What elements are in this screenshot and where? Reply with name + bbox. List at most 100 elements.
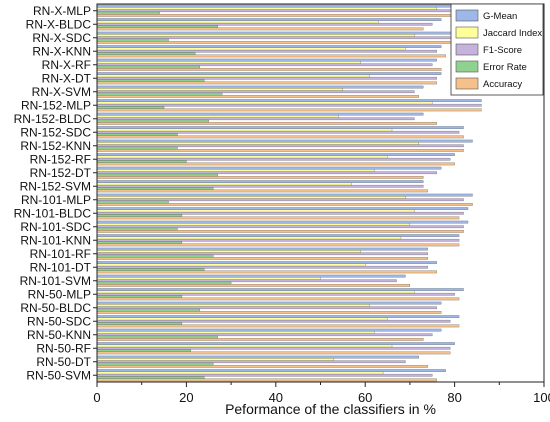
bar-f1-score-rn-x-knn <box>96 49 437 53</box>
bar-error-rate-rn-101-mlp <box>96 200 169 204</box>
x-tick-label: 60 <box>358 390 372 405</box>
bar-jaccard-index-rn-x-mlp <box>96 7 437 10</box>
bar-error-rate-rn-50-mlp <box>96 295 183 298</box>
bar-g-mean-rn-x-svm <box>96 85 424 89</box>
bar-g-mean-rn-152-mlp <box>96 99 482 102</box>
bar-g-mean-rn-152-bldc <box>96 112 424 116</box>
y-tick-label: RN-152-BLDC <box>14 112 92 126</box>
x-tick-label: 80 <box>447 390 461 405</box>
bar-jaccard-index-rn-50-svm <box>96 371 384 375</box>
bar-accuracy-rn-50-rf <box>96 351 451 355</box>
bar-f1-score-rn-x-dt <box>96 76 437 80</box>
bar-g-mean-rn-50-svm <box>96 369 446 372</box>
bar-accuracy-rn-101-mlp <box>96 203 473 206</box>
legend-label-jaccard-index: Jaccard Index <box>483 28 542 39</box>
y-tick-label: RN-X-DT <box>42 71 92 85</box>
legend-label-g-mean: G-Mean <box>483 11 517 22</box>
bar-error-rate-rn-152-svm <box>96 187 214 190</box>
bar-accuracy-rn-50-svm <box>96 378 437 382</box>
bar-error-rate-rn-50-rf <box>96 349 192 352</box>
y-tick-label: RN-X-SVM <box>32 85 91 99</box>
y-tick-label: RN-X-RF <box>42 58 91 72</box>
y-tick-label: RN-152-SDC <box>20 125 91 139</box>
bar-g-mean-rn-101-bldc <box>96 207 469 210</box>
y-tick-label: RN-101-SDC <box>20 220 91 234</box>
bar-jaccard-index-rn-50-sdc <box>96 317 388 321</box>
bar-g-mean-rn-x-mlp <box>96 4 487 8</box>
bar-f1-score-rn-152-bldc <box>96 117 415 121</box>
bar-jaccard-index-rn-101-knn <box>96 236 402 240</box>
y-tick-label: RN-101-SVM <box>20 274 91 288</box>
bar-error-rate-rn-101-rf <box>96 254 214 258</box>
x-tick-label: 40 <box>269 390 283 405</box>
y-tick-label: RN-50-RF <box>36 341 91 355</box>
bar-f1-score-rn-152-mlp <box>96 103 482 107</box>
y-tick-label: RN-50-BLDC <box>20 301 91 315</box>
bar-jaccard-index-rn-101-bldc <box>96 209 415 213</box>
bar-error-rate-rn-x-sdc <box>96 38 169 42</box>
x-tick-label: 0 <box>93 390 100 405</box>
bar-g-mean-rn-x-bldc <box>96 18 442 21</box>
bar-jaccard-index-rn-x-dt <box>96 74 370 78</box>
y-tick-label: RN-X-MLP <box>33 4 91 18</box>
bar-f1-score-rn-101-sdc <box>96 225 464 229</box>
bar-jaccard-index-rn-101-dt <box>96 263 366 267</box>
y-tick-label: RN-50-KNN <box>27 328 91 342</box>
bar-f1-score-rn-50-bldc <box>96 306 437 310</box>
bar-jaccard-index-rn-50-knn <box>96 331 375 334</box>
bar-g-mean-rn-101-rf <box>96 247 428 251</box>
y-tick-label: RN-152-RF <box>30 152 91 166</box>
bar-g-mean-rn-152-svm <box>96 180 424 183</box>
bar-jaccard-index-rn-101-mlp <box>96 196 406 199</box>
bar-accuracy-rn-x-knn <box>96 54 446 58</box>
bar-accuracy-rn-152-bldc <box>96 122 437 125</box>
bar-g-mean-rn-101-mlp <box>96 193 473 197</box>
bar-accuracy-rn-101-svm <box>96 284 411 287</box>
bar-accuracy-rn-101-bldc <box>96 216 460 220</box>
bar-f1-score-rn-101-dt <box>96 265 428 269</box>
bar-accuracy-rn-152-svm <box>96 189 428 193</box>
bar-accuracy-rn-50-mlp <box>96 297 460 301</box>
bar-f1-score-rn-x-rf <box>96 63 433 67</box>
bar-f1-score-rn-50-sdc <box>96 319 451 323</box>
y-tick-label: RN-X-BLDC <box>26 17 92 31</box>
y-tick-label: RN-101-BLDC <box>14 206 92 220</box>
bars-layer <box>96 4 487 382</box>
bar-error-rate-rn-50-bldc <box>96 308 200 312</box>
bar-error-rate-rn-152-bldc <box>96 119 209 123</box>
y-tick-label: RN-50-SVM <box>26 368 91 382</box>
bar-error-rate-rn-101-sdc <box>96 227 178 231</box>
legend-swatch-error-rate <box>455 60 479 73</box>
bar-jaccard-index-rn-152-dt <box>96 169 375 172</box>
bar-f1-score-rn-152-rf <box>96 157 451 161</box>
legend: G-Mean Jaccard Index F1-Score Error Rate Acc… <box>450 3 544 96</box>
bar-f1-score-rn-50-mlp <box>96 292 455 296</box>
bar-g-mean-rn-50-dt <box>96 355 419 359</box>
y-tick-label: RN-152-SVM <box>20 179 91 193</box>
bar-g-mean-rn-152-dt <box>96 166 442 170</box>
bar-jaccard-index-rn-152-sdc <box>96 128 393 132</box>
bar-jaccard-index-rn-152-mlp <box>96 101 433 105</box>
bar-error-rate-rn-101-svm <box>96 281 232 285</box>
y-tick-label: RN-101-DT <box>30 260 92 274</box>
bar-accuracy-rn-152-mlp <box>96 108 482 112</box>
bar-g-mean-rn-x-sdc <box>96 31 473 35</box>
bar-accuracy-rn-101-knn <box>96 243 460 247</box>
bar-jaccard-index-rn-152-bldc <box>96 115 339 118</box>
legend-swatch-accuracy <box>455 77 479 90</box>
y-tick-label: RN-50-MLP <box>28 287 91 301</box>
bar-f1-score-rn-152-svm <box>96 184 424 188</box>
bar-accuracy-rn-152-sdc <box>96 135 464 139</box>
bar-error-rate-rn-x-mlp <box>96 11 160 15</box>
bar-jaccard-index-rn-152-knn <box>96 142 419 145</box>
bar-error-rate-rn-101-dt <box>96 268 205 271</box>
y-tick-label: RN-152-MLP <box>21 98 91 112</box>
y-tick-label: RN-50-DT <box>36 355 91 369</box>
bar-jaccard-index-rn-101-rf <box>96 250 361 253</box>
bar-g-mean-rn-x-dt <box>96 72 442 75</box>
bar-error-rate-rn-152-sdc <box>96 133 178 136</box>
bar-g-mean-rn-152-rf <box>96 153 455 156</box>
bar-error-rate-rn-x-knn <box>96 52 196 55</box>
bar-error-rate-rn-152-rf <box>96 160 187 163</box>
